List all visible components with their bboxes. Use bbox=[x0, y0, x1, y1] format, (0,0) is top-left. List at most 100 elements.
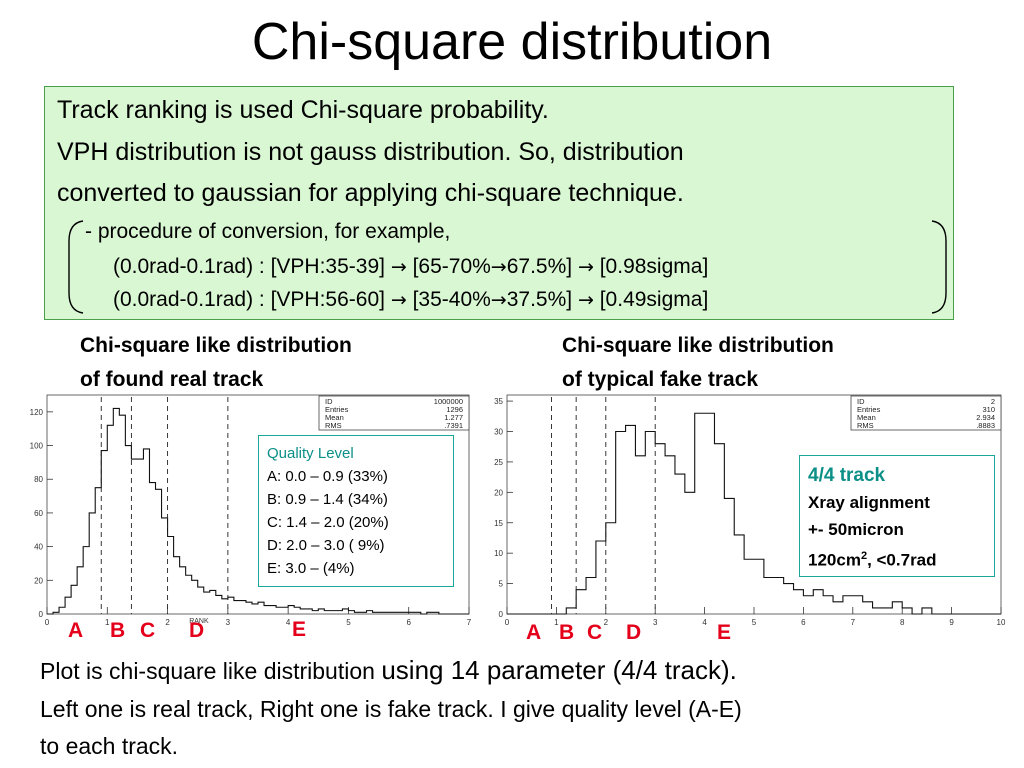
x-tick-label: 6 bbox=[406, 618, 411, 627]
x-tick-label: 1 bbox=[554, 618, 559, 627]
stats-value: .8883 bbox=[976, 421, 995, 430]
stats-value: 2 bbox=[991, 397, 995, 406]
x-tick-label: 2 bbox=[604, 618, 609, 627]
arrow-icon: → bbox=[390, 256, 407, 278]
arrow-icon: → bbox=[577, 289, 594, 311]
level-label-b: B bbox=[559, 621, 575, 644]
x-tick-label: 3 bbox=[226, 618, 231, 627]
x-tick-label: 0 bbox=[505, 618, 510, 627]
stats-label: Mean bbox=[325, 413, 344, 422]
stats-label: RMS bbox=[857, 421, 874, 430]
x-tick-label: 5 bbox=[346, 618, 351, 627]
stats-box bbox=[850, 395, 1002, 431]
y-tick-label: 80 bbox=[34, 475, 43, 484]
y-tick-label: 30 bbox=[494, 428, 503, 437]
x-tick-label: 2 bbox=[165, 618, 170, 627]
stats-label: Entries bbox=[325, 405, 349, 414]
y-tick-label: 10 bbox=[494, 549, 503, 558]
track-info-box: 4/4 track Xray alignment +- 50micron 120… bbox=[799, 455, 995, 577]
example-2-pct: [35-40% bbox=[412, 288, 491, 311]
y-tick-label: 60 bbox=[34, 509, 43, 518]
stats-label: Mean bbox=[857, 413, 876, 422]
example-2-sigma: [0.49sigma] bbox=[599, 288, 709, 311]
track-info-line-3: 120cm2, <0.7rad bbox=[808, 550, 937, 570]
stats-box bbox=[318, 395, 470, 431]
level-label-c: C bbox=[587, 621, 603, 644]
quality-legend-item: E: 3.0 – (4%) bbox=[267, 560, 355, 577]
y-tick-label: 35 bbox=[494, 397, 503, 406]
bottom-text-line-3: to each track. bbox=[40, 733, 179, 759]
stats-value: 1296 bbox=[446, 405, 463, 414]
right-bracket-icon bbox=[931, 220, 947, 314]
quality-legend-title: Quality Level bbox=[267, 445, 354, 462]
quality-legend-item: B: 0.9 – 1.4 (34%) bbox=[267, 491, 388, 508]
plot-frame bbox=[46, 394, 470, 615]
stats-value: 310 bbox=[982, 405, 995, 414]
stats-label: Entries bbox=[857, 405, 881, 414]
example-1-sigma: [0.98sigma] bbox=[599, 255, 709, 278]
arrow-icon: → bbox=[390, 289, 407, 311]
stats-label: ID bbox=[857, 397, 865, 406]
x-tick-label: 7 bbox=[851, 618, 856, 627]
intro-line-2: VPH distribution is not gauss distributi… bbox=[57, 138, 684, 166]
x-tick-label: 6 bbox=[801, 618, 806, 627]
x-tick-label: 10 bbox=[997, 618, 1006, 627]
x-tick-label: 8 bbox=[900, 618, 905, 627]
arrow-icon: → bbox=[490, 256, 507, 278]
quality-legend-item: D: 2.0 – 3.0 ( 9%) bbox=[267, 537, 385, 554]
x-tick-label: 3 bbox=[653, 618, 658, 627]
right-caption-line-1: Chi-square like distribution bbox=[562, 334, 834, 357]
y-tick-label: 20 bbox=[34, 576, 43, 585]
x-tick-label: 5 bbox=[752, 618, 757, 627]
example-1-pct-to: 67.5%] bbox=[506, 255, 573, 278]
level-label-d: D bbox=[189, 619, 205, 642]
stats-value: .7391 bbox=[444, 421, 463, 430]
y-tick-label: 0 bbox=[499, 610, 504, 619]
procedure-heading: - procedure of conversion, for example, bbox=[85, 220, 451, 243]
fake-track-histogram: 0 5 10 15 20 25 30 35 0 1 2 3 4 5 6 7 8 9 10 ID 2 Entries 310 M… bbox=[494, 394, 1006, 627]
example-2-range: (0.0rad-0.1rad) : [VPH:56-60] bbox=[113, 288, 385, 311]
histogram-series bbox=[507, 412, 1001, 615]
right-caption: Chi-square like distribution of typical … bbox=[562, 329, 834, 397]
level-label-a: A bbox=[68, 619, 84, 642]
right-caption-line-2: of typical fake track bbox=[562, 368, 759, 391]
example-1-pct: [65-70% bbox=[412, 255, 491, 278]
stats-value: 2.934 bbox=[976, 413, 995, 422]
left-caption-line-2: of found real track bbox=[80, 368, 264, 391]
level-label-e: E bbox=[717, 621, 732, 644]
quality-level-legend: Quality Level A: 0.0 – 0.9 (33%) B: 0.9 … bbox=[258, 435, 454, 587]
y-tick-label: 25 bbox=[494, 458, 503, 467]
level-label-a: A bbox=[526, 621, 542, 644]
stats-label: RMS bbox=[325, 421, 342, 430]
level-label-e: E bbox=[292, 618, 307, 641]
level-label-c: C bbox=[140, 619, 156, 642]
procedure-example-1: (0.0rad-0.1rad) : [VPH:35-39] → [65-70%→… bbox=[113, 254, 708, 280]
intro-line-3: converted to gaussian for applying chi-s… bbox=[57, 179, 684, 207]
y-tick-label: 20 bbox=[494, 488, 503, 497]
example-2-pct-to: 37.5%] bbox=[506, 288, 573, 311]
x-tick-label: 7 bbox=[467, 618, 472, 627]
quality-legend-item: A: 0.0 – 0.9 (33%) bbox=[267, 468, 388, 485]
y-tick-label: 120 bbox=[30, 408, 44, 417]
quality-legend-item: C: 1.4 – 2.0 (20%) bbox=[267, 514, 389, 531]
level-label-d: D bbox=[626, 621, 642, 644]
x-tick-label: 1 bbox=[105, 618, 110, 627]
y-tick-label: 40 bbox=[34, 543, 43, 552]
stats-value: 1000000 bbox=[434, 397, 463, 406]
left-caption: Chi-square like distribution of found re… bbox=[80, 329, 352, 397]
y-tick-label: 5 bbox=[499, 580, 504, 589]
procedure-example-2: (0.0rad-0.1rad) : [VPH:56-60] → [35-40%→… bbox=[113, 287, 708, 313]
x-tick-label: 4 bbox=[286, 618, 291, 627]
example-1-range: (0.0rad-0.1rad) : [VPH:35-39] bbox=[113, 255, 385, 278]
track-info-title: 4/4 track bbox=[808, 465, 886, 486]
level-label-b: B bbox=[110, 619, 126, 642]
stats-value: 1.277 bbox=[444, 413, 463, 422]
arrow-icon: → bbox=[490, 289, 507, 311]
track-info-line-1: Xray alignment bbox=[808, 493, 930, 512]
x-axis-label: RANK bbox=[189, 618, 209, 625]
bottom-text-line-1: Plot is chi-square like distribution usi… bbox=[40, 655, 737, 685]
bottom-text-line-2: Left one is real track, Right one is fak… bbox=[40, 696, 742, 722]
left-bracket-icon bbox=[68, 220, 84, 314]
stats-label: ID bbox=[325, 397, 333, 406]
x-tick-label: 9 bbox=[949, 618, 954, 627]
